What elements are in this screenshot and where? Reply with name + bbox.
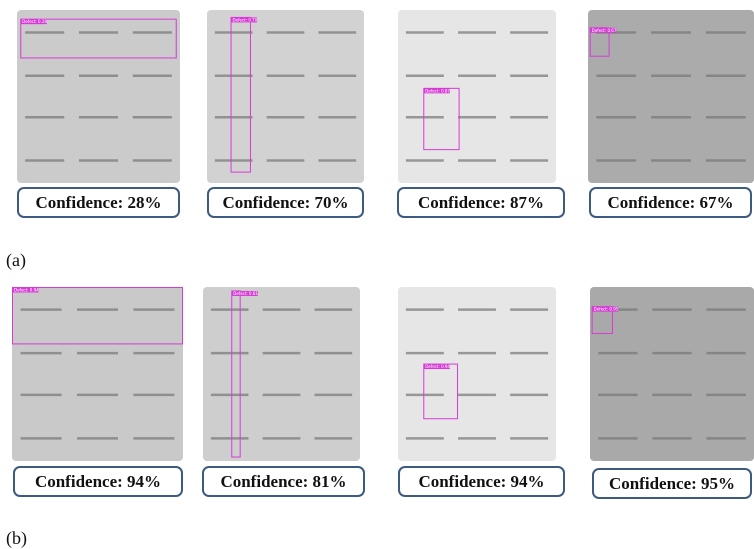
cell-image: Defect: 0.28: [17, 10, 180, 183]
cell-background: [588, 10, 754, 183]
box-label: Defect: 0.94: [425, 364, 450, 369]
confidence-label: Confidence: 94%: [398, 466, 565, 497]
box-label: Defect: 0.70: [233, 17, 258, 22]
cell-background: [17, 10, 180, 183]
cell-background: [398, 10, 556, 183]
confidence-label: Confidence: 87%: [397, 187, 565, 218]
cell-background: [12, 287, 183, 461]
box-label: Defect: 0.81: [233, 291, 258, 296]
cell-image: Defect: 0.70: [207, 10, 364, 183]
confidence-label: Confidence: 70%: [207, 187, 364, 218]
box-label: Defect: 0.95: [594, 307, 619, 312]
box-label: Defect: 0.87: [425, 88, 450, 93]
cell-image: Defect: 0.87: [398, 10, 556, 183]
cell-image: Defect: 0.95: [590, 287, 754, 461]
cell-background: [398, 287, 556, 461]
cell-background: [203, 287, 360, 461]
panel-label: (a): [6, 250, 26, 271]
confidence-label: Confidence: 81%: [202, 466, 365, 497]
cell-image: Defect: 0.94: [398, 287, 556, 461]
panel-label: (b): [6, 528, 27, 549]
confidence-label: Confidence: 67%: [589, 187, 752, 218]
box-label: Defect: 0.67: [592, 28, 617, 33]
figure: Defect: 0.28 Confidence: 28% Defect: 0.70 C…: [0, 0, 754, 549]
confidence-label: Confidence: 28%: [17, 187, 180, 218]
cell-background: [590, 287, 754, 461]
cell-image: Defect: 0.94: [12, 287, 183, 461]
confidence-label: Confidence: 95%: [592, 468, 752, 499]
cell-image: Defect: 0.67: [588, 10, 754, 183]
box-label: Defect: 0.94: [14, 288, 39, 293]
cell-image: Defect: 0.81: [203, 287, 360, 461]
box-label: Defect: 0.28: [22, 19, 47, 24]
confidence-label: Confidence: 94%: [13, 466, 183, 497]
